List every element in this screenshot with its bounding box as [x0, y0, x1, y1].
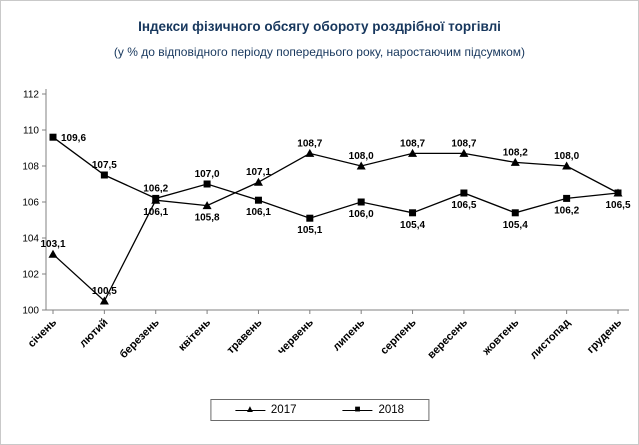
data-label: 103,1: [40, 239, 65, 250]
series-2018: 109,6 107,5 106,2 107,0 106,1 105,1 106,0 105,4…: [49, 133, 622, 236]
svg-text:108: 108: [22, 162, 39, 173]
x-axis-ticks: січень лютий березень квітень травень червень…: [26, 310, 624, 362]
svg-text:жовтень: жовтень: [480, 316, 522, 358]
svg-text:вересень: вересень: [425, 316, 470, 361]
svg-text:104: 104: [22, 234, 39, 245]
legend-label-2018: 2018: [378, 404, 405, 416]
triangle-marker-icon: [305, 148, 315, 157]
data-label: 100,5: [92, 286, 117, 297]
chart-subtitle: (у % до відповідного періоду попередньог…: [113, 45, 526, 59]
square-marker-icon: [49, 133, 57, 141]
data-label: 105,1: [297, 225, 322, 236]
data-label: 106,2: [143, 183, 168, 194]
data-label: 106,2: [554, 205, 579, 216]
triangle-marker-icon: [253, 177, 263, 186]
data-label: 106,1: [143, 207, 168, 218]
svg-text:травень: травень: [225, 316, 265, 356]
data-label: 108,7: [451, 138, 476, 149]
svg-text:березень: березень: [118, 316, 162, 360]
line-chart: 100 102 104 106 108 110 112 січень лютий березень…: [22, 89, 631, 362]
series-line-2018: [52, 136, 619, 219]
y-axis-ticks: 100 102 104 106 108 110 112: [22, 90, 46, 317]
square-marker-icon: [357, 198, 365, 206]
triangle-marker-icon: [408, 148, 418, 157]
svg-text:112: 112: [23, 90, 39, 101]
data-label: 108,2: [503, 147, 528, 158]
triangle-marker-icon: [562, 161, 572, 170]
data-label: 106,5: [605, 200, 630, 211]
svg-text:червень: червень: [275, 316, 316, 357]
svg-text:серпень: серпень: [378, 316, 419, 357]
legend: ▲ 2017 ■ 2018: [209, 399, 430, 421]
legend-item-2017: ▲ 2017: [234, 404, 297, 416]
svg-text:106: 106: [22, 198, 39, 209]
data-label: 108,0: [349, 151, 374, 162]
triangle-marker-icon: [356, 161, 366, 170]
legend-label-2017: 2017: [270, 404, 297, 416]
data-label: 107,1: [246, 167, 271, 178]
data-label: 106,0: [349, 209, 374, 220]
square-marker-icon: [203, 180, 211, 188]
data-label: 105,8: [195, 213, 220, 224]
triangle-marker-icon: [48, 249, 58, 258]
triangle-marker-icon: [510, 157, 520, 166]
data-label: 106,1: [246, 207, 271, 218]
square-marker-icon: [563, 194, 571, 202]
svg-text:110: 110: [23, 126, 39, 137]
series-line-2017: [52, 152, 619, 303]
data-label: 107,0: [195, 169, 220, 180]
square-marker-icon: [511, 209, 519, 217]
data-label: 108,7: [297, 138, 322, 149]
data-label: 108,0: [554, 151, 579, 162]
data-label: 108,7: [400, 138, 425, 149]
svg-text:листопад: листопад: [528, 317, 573, 362]
triangle-marker-icon: [459, 148, 469, 157]
triangle-marker-icon: [99, 296, 109, 305]
svg-text:лютий: лютий: [77, 317, 110, 350]
data-label: 109,6: [61, 133, 86, 144]
axes: [45, 89, 629, 311]
series-2017: 103,1 100,5 106,1 105,8 107,1 108,7 108,0 108,7…: [40, 138, 631, 305]
svg-text:102: 102: [22, 270, 39, 281]
chart-title: Індекси фізичного обсягу обороту роздріб…: [138, 19, 501, 34]
square-marker-icon: [152, 194, 160, 202]
square-marker-icon: [460, 189, 468, 197]
square-marker-icon: [100, 171, 108, 179]
legend-item-2018: ■ 2018: [342, 404, 405, 416]
triangle-marker-icon: ▲: [234, 404, 265, 416]
square-marker-icon: ■: [342, 404, 373, 416]
data-label: 105,4: [400, 220, 425, 231]
triangle-marker-icon: [202, 201, 212, 210]
data-label: 106,5: [451, 200, 476, 211]
square-marker-icon: [306, 214, 314, 222]
square-marker-icon: [409, 209, 417, 217]
svg-text:100: 100: [22, 306, 39, 317]
data-label: 107,5: [92, 160, 117, 171]
svg-text:січень: січень: [26, 316, 59, 349]
square-marker-icon: [254, 196, 262, 204]
svg-text:липень: липень: [331, 316, 368, 353]
square-marker-icon: [614, 189, 622, 197]
svg-text:квітень: квітень: [176, 316, 213, 353]
data-label: 105,4: [503, 220, 528, 231]
svg-text:грудень: грудень: [585, 316, 624, 355]
